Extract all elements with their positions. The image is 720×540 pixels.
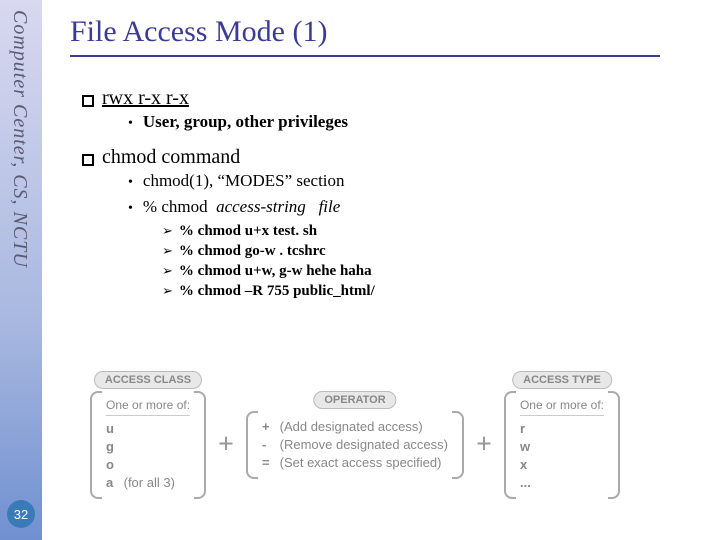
sidebar: Computer Center, CS, NCTU 32: [0, 0, 42, 540]
plus-icon: +: [472, 429, 496, 461]
diagram-row: ...: [520, 474, 604, 492]
diagram-box-label: ACCESS CLASS: [94, 371, 202, 389]
dot-icon: •: [128, 116, 133, 132]
diagram-box-header: One or more of:: [520, 398, 604, 416]
sub-bullet: • % chmod access-string file: [128, 197, 710, 217]
diagram-row: w: [520, 438, 604, 456]
sub-bullet: • User, group, other privileges: [128, 112, 710, 132]
page-title: File Access Mode (1): [70, 15, 710, 49]
diagram-row: x: [520, 456, 604, 474]
sub-bullet-text: % chmod access-string file: [143, 197, 340, 217]
diagram-row: = (Set exact access specified): [262, 454, 448, 472]
box-bullet-icon: [82, 95, 94, 107]
diagram-row: g: [106, 438, 190, 456]
sub2-text: % chmod –R 755 public_html/: [179, 283, 375, 300]
sub2-text: % chmod go-w . tcshrc: [179, 243, 326, 260]
sub-bullet: • chmod(1), “MODES” section: [128, 171, 710, 191]
box-bullet-icon: [82, 154, 94, 166]
sub2-bullet: ➢ % chmod –R 755 public_html/: [162, 283, 710, 300]
diagram-row: + (Add designated access): [262, 418, 448, 436]
sub-bullet-text: chmod(1), “MODES” section: [143, 171, 345, 191]
content-area: File Access Mode (1) rwx r-x r-x • User, g…: [70, 15, 710, 311]
diagram-row: - (Remove designated access): [262, 436, 448, 454]
sub2-text: % chmod u+w, g-w hehe haha: [179, 263, 372, 280]
arrow-icon: ➢: [162, 263, 173, 279]
bullet-item: chmod command: [82, 146, 710, 169]
chmod-diagram: ACCESS CLASSOne or more of:u g o a (for …: [90, 375, 680, 515]
diagram-box: OPERATOR+ (Add designated access)- (Remo…: [246, 413, 464, 478]
sub2-bullet: ➢ % chmod go-w . tcshrc: [162, 243, 710, 260]
sub2-bullet: ➢ % chmod u+w, g-w hehe haha: [162, 263, 710, 280]
sub-bullet-text: User, group, other privileges: [143, 112, 348, 132]
sub2-bullet: ➢ % chmod u+x test. sh: [162, 223, 710, 240]
bullet-text: chmod command: [102, 146, 240, 169]
diagram-box-label: OPERATOR: [313, 391, 396, 409]
bullet-list: rwx r-x r-x • User, group, other privilege…: [70, 87, 710, 311]
sub2-text: % chmod u+x test. sh: [179, 223, 317, 240]
arrow-icon: ➢: [162, 243, 173, 259]
bullet-item: rwx r-x r-x: [82, 87, 710, 110]
diagram-box: ACCESS CLASSOne or more of:u g o a (for …: [90, 393, 206, 498]
diagram-box: ACCESS TYPEOne or more of:r w x ...: [504, 393, 620, 498]
title-rule: [70, 55, 660, 57]
diagram-row: a (for all 3): [106, 474, 190, 492]
bullet-text: rwx r-x r-x: [102, 87, 189, 110]
dot-icon: •: [128, 201, 133, 217]
arrow-icon: ➢: [162, 223, 173, 239]
diagram-box-header: One or more of:: [106, 398, 190, 416]
plus-icon: +: [214, 429, 238, 461]
diagram-box-label: ACCESS TYPE: [512, 371, 612, 389]
dot-icon: •: [128, 175, 133, 191]
diagram-row: r: [520, 420, 604, 438]
diagram-row: o: [106, 456, 190, 474]
page-number: 32: [7, 500, 35, 528]
arrow-icon: ➢: [162, 283, 173, 299]
diagram-row: u: [106, 420, 190, 438]
sidebar-text: Computer Center, CS, NCTU: [8, 10, 31, 268]
